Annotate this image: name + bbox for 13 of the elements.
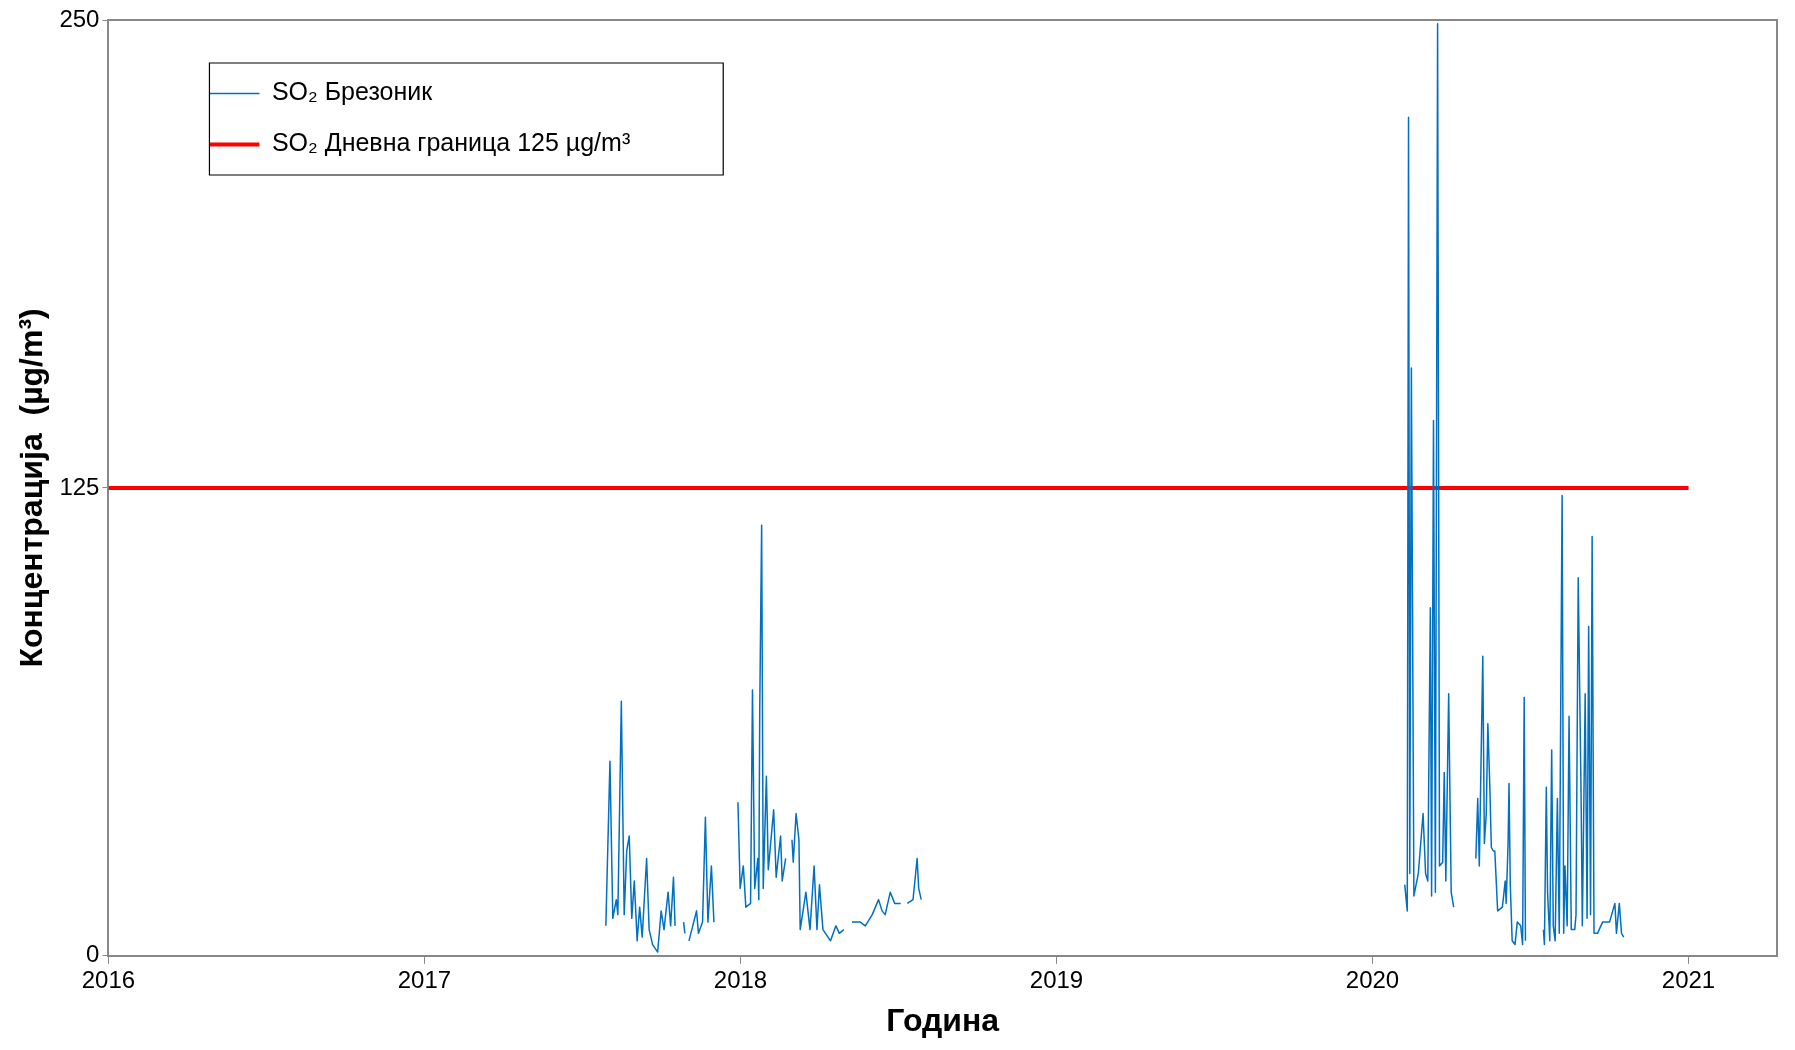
y-tick-label: 0 [86, 940, 100, 968]
x-tick-label: 2018 [713, 965, 768, 993]
legend-label: SO₂ Дневна граница 125 µg/m³ [271, 128, 631, 157]
y-tick-label: 250 [59, 4, 100, 32]
x-tick-label: 2019 [1029, 965, 1084, 993]
legend-label: SO₂ Брезоник [271, 77, 434, 106]
y-axis-title: Концентрација (µg/m³) [13, 308, 50, 668]
x-axis-title: Година [886, 1001, 1000, 1038]
x-tick-label: 2016 [81, 965, 136, 993]
x-tick-label: 2020 [1345, 965, 1400, 993]
x-tick-label: 2017 [397, 965, 452, 993]
x-tick-label: 2021 [1661, 965, 1716, 993]
y-tick-label: 125 [59, 472, 100, 500]
